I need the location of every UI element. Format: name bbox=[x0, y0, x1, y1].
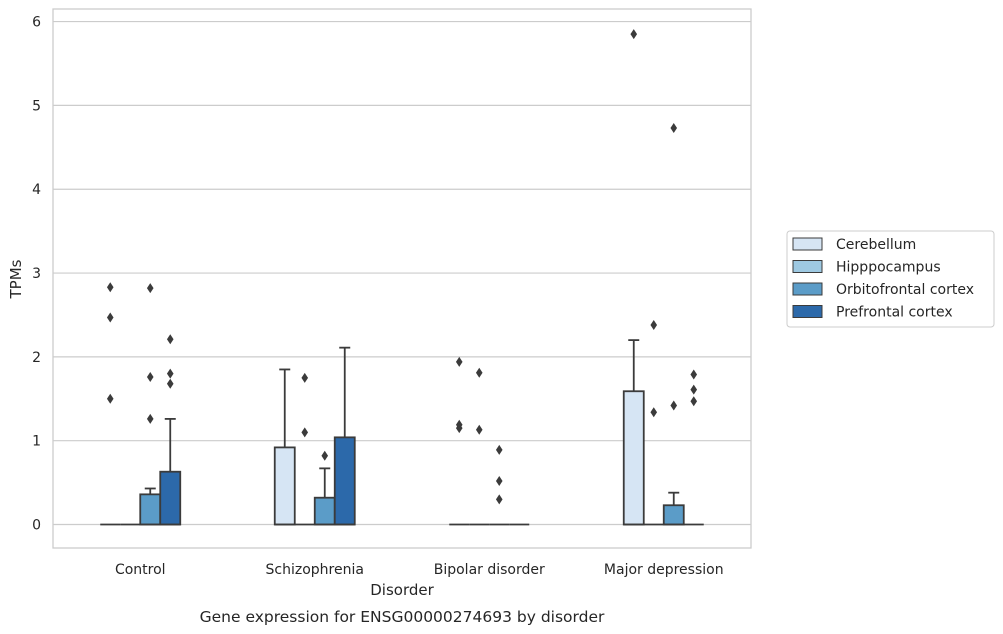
outlier-marker bbox=[146, 371, 154, 382]
box-group bbox=[643, 320, 664, 526]
box-group bbox=[469, 367, 490, 526]
box-group bbox=[273, 368, 296, 526]
legend-swatch bbox=[792, 305, 823, 318]
box bbox=[273, 446, 296, 526]
box-group bbox=[159, 334, 182, 526]
box bbox=[313, 496, 336, 526]
box-group bbox=[294, 372, 315, 526]
outlier-marker bbox=[106, 312, 114, 323]
legend-entry: Hipppocampus bbox=[792, 260, 941, 276]
outlier-marker bbox=[301, 372, 309, 383]
legend: Cerebellum Hipppocampus Orbitofrontal cort… bbox=[786, 230, 995, 328]
outlier-marker bbox=[475, 424, 483, 435]
box bbox=[159, 470, 182, 526]
box-group bbox=[662, 123, 685, 526]
box-group bbox=[313, 450, 336, 526]
chart-caption: Gene expression for ENSG00000274693 by d… bbox=[200, 608, 605, 626]
outlier-marker bbox=[650, 320, 658, 331]
box-group bbox=[622, 29, 645, 526]
outlier-marker bbox=[146, 283, 154, 294]
outlier-marker bbox=[146, 413, 154, 424]
outlier-marker bbox=[106, 282, 114, 293]
x-tick-label: Bipolar disorder bbox=[434, 562, 545, 578]
box-group bbox=[100, 282, 121, 526]
legend-entry: Orbitofrontal cortex bbox=[792, 282, 974, 298]
y-tick-label: 1 bbox=[32, 434, 41, 450]
outlier-marker bbox=[455, 419, 463, 430]
outlier-marker bbox=[690, 396, 698, 407]
outlier-marker bbox=[475, 367, 483, 378]
x-axis-label: Disorder bbox=[370, 581, 434, 599]
box bbox=[333, 436, 356, 526]
x-tick-label: Control bbox=[115, 562, 166, 578]
outlier-marker bbox=[495, 494, 503, 505]
y-tick-label: 2 bbox=[32, 350, 41, 366]
legend-entries: Cerebellum Hipppocampus Orbitofrontal cort… bbox=[792, 237, 974, 321]
outlier-marker bbox=[166, 334, 174, 345]
legend-entry: Prefrontal cortex bbox=[792, 305, 953, 321]
grid-lines bbox=[53, 20, 751, 526]
y-tick-label: 0 bbox=[32, 518, 41, 534]
x-tick-labels: Control Schizophrenia Bipolar disorder Majo… bbox=[115, 562, 724, 578]
box-group bbox=[683, 369, 704, 526]
legend-label: Cerebellum bbox=[836, 237, 916, 253]
legend-swatch bbox=[792, 260, 823, 273]
legend-swatch bbox=[792, 282, 823, 296]
box-group bbox=[449, 356, 470, 526]
box-group bbox=[333, 346, 356, 526]
legend-entry: Cerebellum bbox=[792, 237, 916, 253]
x-tick-label: Major depression bbox=[604, 562, 724, 578]
outlier-marker bbox=[321, 450, 329, 461]
outlier-marker bbox=[106, 393, 114, 404]
outlier-marker bbox=[166, 368, 174, 379]
y-tick-label: 4 bbox=[32, 182, 41, 198]
box-marks bbox=[100, 29, 704, 526]
outlier-marker bbox=[670, 123, 678, 134]
outlier-marker bbox=[495, 444, 503, 455]
y-tick-label: 3 bbox=[32, 266, 41, 282]
box bbox=[662, 504, 685, 526]
legend-frame bbox=[786, 230, 995, 328]
legend-label: Orbitofrontal cortex bbox=[836, 282, 974, 298]
box-group bbox=[489, 444, 510, 526]
legend-label: Prefrontal cortex bbox=[836, 305, 953, 321]
outlier-marker bbox=[690, 369, 698, 380]
y-tick-label: 6 bbox=[32, 15, 41, 31]
outlier-marker bbox=[301, 427, 309, 438]
outlier-marker bbox=[650, 407, 658, 418]
outlier-marker bbox=[690, 384, 698, 395]
legend-label: Hipppocampus bbox=[836, 260, 941, 276]
box bbox=[139, 493, 162, 526]
plot-area bbox=[52, 8, 752, 549]
x-tick-label: Schizophrenia bbox=[266, 562, 364, 578]
outlier-marker bbox=[455, 356, 463, 367]
y-tick-label: 5 bbox=[32, 98, 41, 114]
legend-swatch bbox=[792, 237, 823, 251]
y-axis-label: TPMs bbox=[7, 259, 25, 299]
outlier-marker bbox=[630, 29, 638, 40]
outlier-marker bbox=[166, 378, 174, 389]
outlier-marker bbox=[670, 400, 678, 411]
outlier-marker bbox=[495, 475, 503, 486]
box bbox=[622, 390, 645, 526]
y-tick-labels: 0 1 2 3 4 5 6 bbox=[32, 15, 41, 534]
